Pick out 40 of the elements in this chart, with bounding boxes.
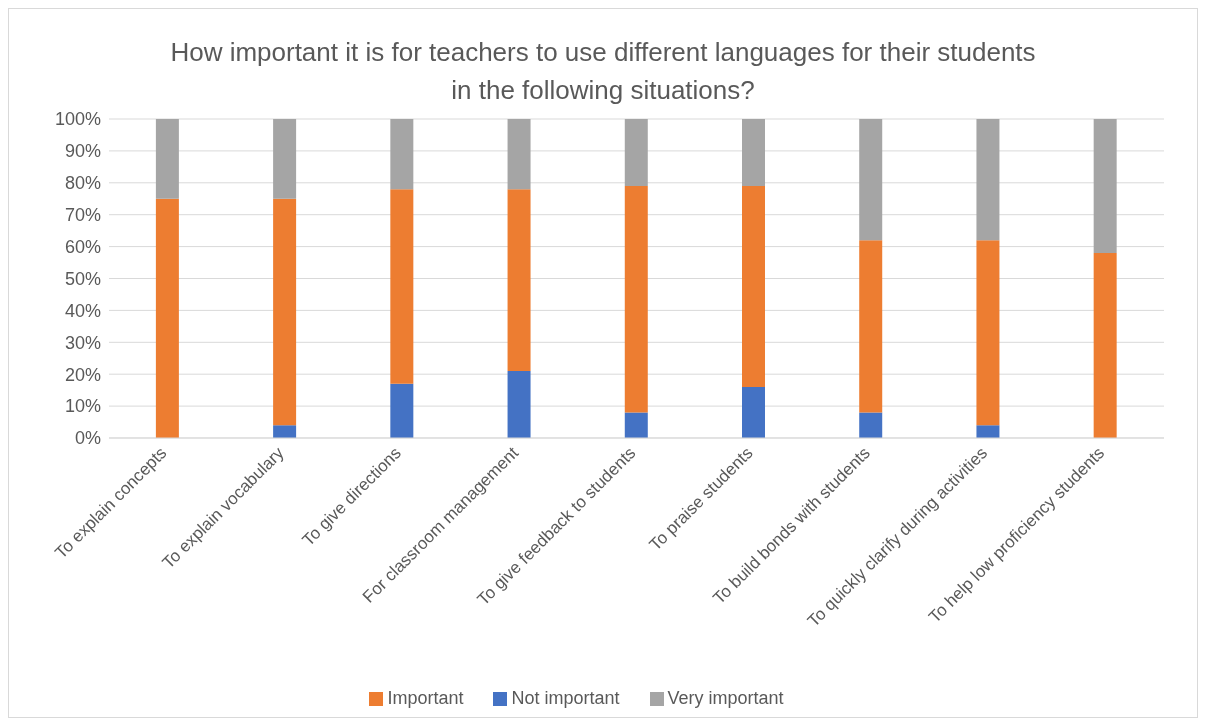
bar [859, 240, 883, 413]
y-tick-label: 40% [64, 300, 101, 321]
bar [1093, 252, 1117, 438]
bar [976, 240, 1000, 426]
legend-label: Important [387, 688, 464, 708]
y-tick-label: 0% [74, 428, 101, 449]
bar [742, 386, 765, 438]
y-tick-label: 10% [64, 396, 101, 417]
bar [1093, 119, 1117, 253]
y-tick-label: 20% [64, 364, 101, 385]
bar [507, 371, 531, 438]
bar [390, 383, 414, 438]
bar [155, 198, 179, 438]
bar [859, 412, 883, 438]
bar [859, 119, 883, 241]
bar [507, 189, 531, 372]
y-tick-label: 30% [64, 332, 101, 353]
y-tick-label: 60% [64, 236, 101, 257]
bar [624, 119, 648, 186]
bar [976, 425, 1000, 438]
bar [742, 119, 765, 186]
legend-label: Very important [667, 688, 784, 708]
bar [624, 185, 648, 413]
bar [976, 119, 1000, 241]
y-tick-label: 50% [64, 268, 101, 289]
bar [742, 185, 765, 387]
bar [273, 425, 297, 438]
bar [624, 412, 648, 438]
bar [390, 119, 414, 190]
y-tick-label: 100% [54, 109, 101, 130]
y-tick-label: 90% [64, 141, 101, 162]
y-tick-label: 80% [64, 173, 101, 194]
bar [155, 119, 179, 199]
y-tick-label: 70% [64, 205, 101, 226]
bar [390, 189, 414, 384]
bar [273, 119, 297, 199]
bar [273, 198, 297, 426]
legend-label: Not important [511, 688, 620, 708]
chart-title: How important it is for teachers to use different languages for their students in the following situations? [169, 36, 1037, 107]
bar [507, 119, 531, 190]
